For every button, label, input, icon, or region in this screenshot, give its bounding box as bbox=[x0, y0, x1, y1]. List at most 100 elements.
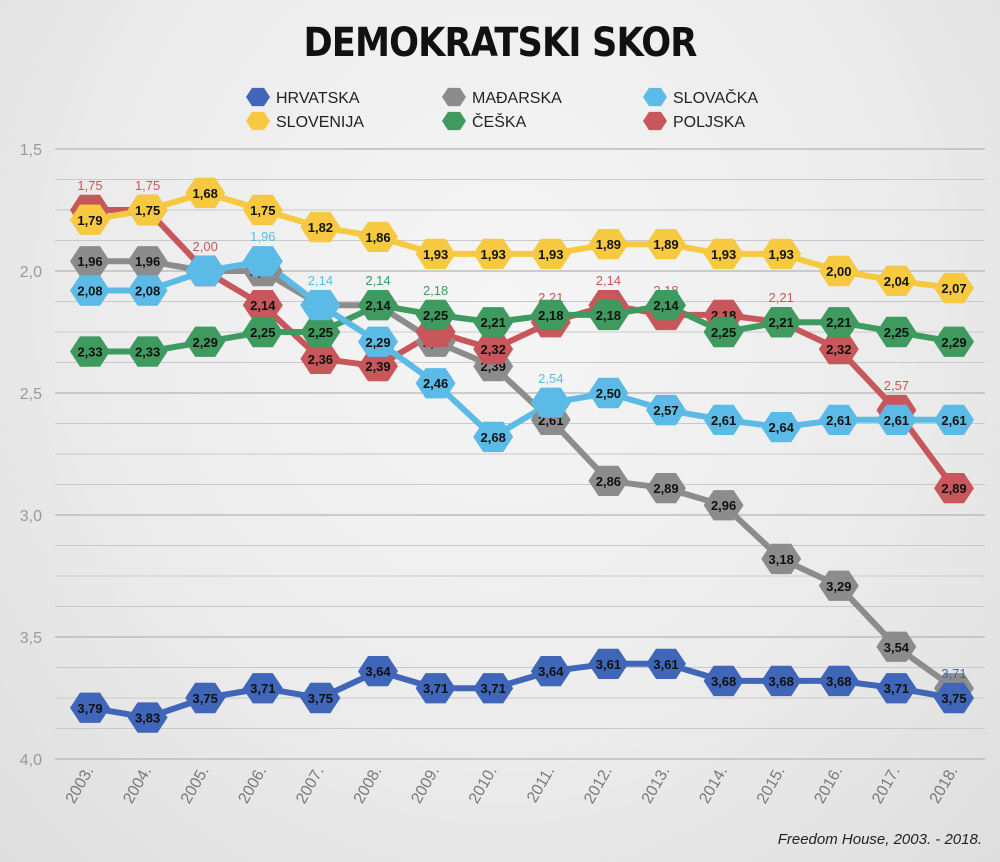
data-label: 2,25 bbox=[250, 325, 275, 340]
data-label-outside: 2,54 bbox=[538, 371, 563, 386]
data-label: 1,75 bbox=[250, 203, 275, 218]
data-point bbox=[358, 221, 398, 252]
data-point bbox=[70, 204, 110, 235]
data-point bbox=[818, 665, 859, 697]
data-point bbox=[242, 673, 283, 704]
data-label: 1,93 bbox=[423, 247, 448, 262]
legend-label: MAĐARSKA bbox=[472, 90, 562, 107]
data-point bbox=[818, 404, 859, 435]
series-line bbox=[90, 207, 957, 490]
data-label-outside: 2,18 bbox=[423, 283, 448, 298]
data-point bbox=[300, 290, 341, 321]
data-label: 2,08 bbox=[135, 284, 160, 299]
data-point bbox=[818, 333, 859, 365]
data-label: 1,68 bbox=[193, 186, 218, 201]
series-line bbox=[90, 302, 955, 355]
data-point bbox=[818, 307, 859, 338]
data-point bbox=[588, 648, 629, 679]
series-markers: 1,96 1,96 2,00 2,00 2,14 2,29 2,39 2,61 2,86 2,89… bbox=[70, 177, 974, 733]
data-label: 1,93 bbox=[538, 247, 563, 262]
data-label: 3,68 bbox=[769, 674, 794, 689]
legend-label: POLJSKA bbox=[673, 114, 745, 131]
x-tick-label: 2003. bbox=[63, 764, 98, 807]
legend-item: HRVATSKA bbox=[246, 87, 360, 107]
data-label: 2,14 bbox=[365, 298, 391, 313]
legend-label: SLOVENIJA bbox=[276, 114, 364, 131]
data-point bbox=[127, 275, 168, 306]
x-tick-label: 2012. bbox=[581, 764, 616, 807]
x-tick-label: 2017. bbox=[869, 764, 904, 807]
data-label: 2,96 bbox=[711, 498, 736, 513]
x-tick-label: 2005. bbox=[178, 764, 213, 807]
data-point bbox=[358, 351, 398, 382]
data-label-outside: 2,14 bbox=[596, 273, 621, 288]
data-label: 1,89 bbox=[596, 237, 621, 252]
data-label: 3,54 bbox=[884, 640, 910, 655]
data-label: 2,21 bbox=[826, 315, 851, 330]
data-point bbox=[127, 336, 168, 367]
data-label: 2,57 bbox=[653, 403, 678, 418]
data-point bbox=[300, 211, 341, 243]
data-label: 2,32 bbox=[826, 342, 851, 357]
y-tick-label: 3,0 bbox=[20, 508, 42, 525]
data-label: 2,89 bbox=[653, 481, 678, 496]
source-note: Freedom House, 2003. - 2018. bbox=[777, 831, 982, 848]
data-label: 2,61 bbox=[884, 413, 909, 428]
x-tick-label: 2018. bbox=[927, 764, 962, 807]
data-point bbox=[761, 543, 802, 575]
data-point bbox=[473, 238, 514, 270]
data-label: 2,39 bbox=[365, 359, 390, 374]
data-label-outside: 2,14 bbox=[308, 273, 333, 288]
data-point bbox=[646, 290, 686, 321]
x-tick-label: 2015. bbox=[754, 764, 789, 807]
data-label: 3,61 bbox=[653, 657, 678, 672]
legend-item: SLOVAČKA bbox=[643, 87, 758, 107]
y-tick-label: 1,5 bbox=[20, 142, 42, 159]
x-tick-label: 2008. bbox=[351, 764, 386, 807]
data-label: 3,75 bbox=[941, 691, 966, 706]
data-label: 3,75 bbox=[308, 691, 333, 706]
data-point bbox=[703, 238, 744, 270]
legend-label: HRVATSKA bbox=[276, 90, 360, 107]
data-point bbox=[876, 631, 917, 662]
data-label: 3,71 bbox=[481, 681, 506, 696]
legend-label: SLOVAČKA bbox=[673, 88, 758, 107]
data-point bbox=[70, 336, 110, 367]
data-label: 1,75 bbox=[135, 203, 160, 218]
data-point bbox=[300, 316, 341, 348]
data-point bbox=[127, 194, 168, 226]
data-label: 2,07 bbox=[941, 281, 966, 296]
data-label: 2,00 bbox=[826, 264, 851, 279]
data-point bbox=[300, 343, 341, 374]
data-label-outside: 2,57 bbox=[884, 378, 909, 393]
data-point bbox=[242, 246, 283, 277]
legend-swatch bbox=[643, 111, 667, 131]
data-label-outside: 1,75 bbox=[77, 178, 102, 193]
data-label: 1,93 bbox=[769, 247, 794, 262]
series-češka: 2,33 2,33 2,29 2,25 2,25 2,14 2,14 2,25 2,18 2,21… bbox=[70, 273, 974, 367]
data-point bbox=[185, 255, 226, 287]
data-label: 2,25 bbox=[308, 325, 333, 340]
data-point bbox=[934, 272, 974, 304]
data-point bbox=[242, 316, 283, 348]
data-label: 1,96 bbox=[135, 254, 160, 269]
data-point bbox=[818, 255, 859, 287]
series-lines bbox=[89, 189, 957, 721]
y-tick-label: 4,0 bbox=[20, 752, 42, 769]
series-hrvatska: 3,79 3,83 3,75 3,71 3,75 3,64 3,71 3,71 3,64 3,61… bbox=[70, 648, 974, 733]
data-point bbox=[646, 229, 686, 260]
data-label: 2,29 bbox=[941, 335, 966, 350]
x-tick-label: 2013. bbox=[639, 764, 674, 807]
data-label: 3,68 bbox=[711, 674, 736, 689]
data-label: 3,75 bbox=[193, 691, 218, 706]
series-slovenija: 1,79 1,75 1,68 1,75 1,82 1,86 1,93 1,93 1,93 1,89… bbox=[70, 177, 974, 304]
data-label: 2,21 bbox=[481, 315, 506, 330]
data-label: 1,93 bbox=[481, 247, 506, 262]
data-label: 1,93 bbox=[711, 247, 736, 262]
data-label: 2,61 bbox=[941, 413, 966, 428]
data-label-outside: 2,00 bbox=[193, 239, 218, 254]
data-point bbox=[934, 473, 974, 504]
data-point bbox=[761, 665, 802, 697]
data-label: 2,04 bbox=[884, 274, 910, 289]
data-label: 2,64 bbox=[769, 420, 795, 435]
